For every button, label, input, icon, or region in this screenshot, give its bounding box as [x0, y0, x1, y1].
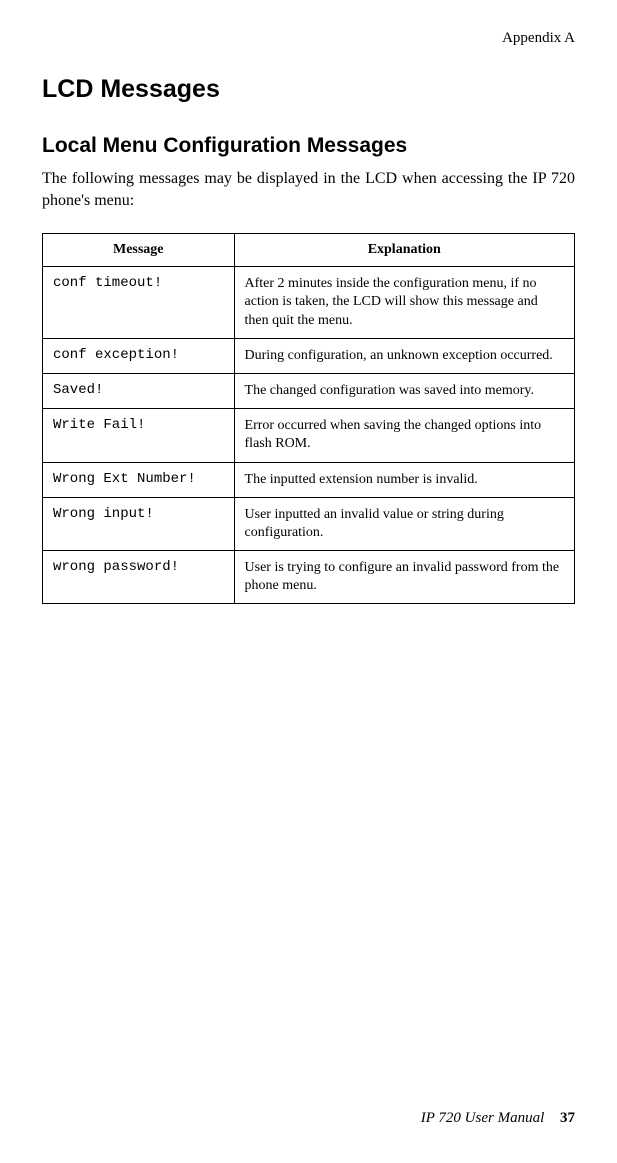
section-title-h2: Local Menu Configuration Messages [42, 134, 575, 158]
header-appendix: Appendix A [42, 30, 575, 47]
explanation-cell: User is trying to configure an invalid p… [234, 551, 574, 604]
message-cell: wrong password! [43, 551, 235, 604]
table-row: wrong password! User is trying to config… [43, 551, 575, 604]
message-cell: Saved! [43, 373, 235, 408]
footer-page-number: 37 [560, 1110, 575, 1126]
table-row: Saved! The changed configuration was sav… [43, 373, 575, 408]
messages-table: Message Explanation conf timeout! After … [42, 233, 575, 604]
explanation-cell: During configuration, an unknown excepti… [234, 338, 574, 373]
col-header-explanation: Explanation [234, 234, 574, 267]
col-header-message: Message [43, 234, 235, 267]
intro-paragraph: The following messages may be displayed … [42, 168, 575, 211]
explanation-cell: After 2 minutes inside the configuration… [234, 267, 574, 339]
explanation-cell: User inputted an invalid value or string… [234, 497, 574, 550]
message-cell: Wrong Ext Number! [43, 462, 235, 497]
message-cell: Wrong input! [43, 497, 235, 550]
footer-manual-title: IP 720 User Manual [421, 1110, 544, 1126]
explanation-cell: Error occurred when saving the changed o… [234, 409, 574, 462]
table-row: Write Fail! Error occurred when saving t… [43, 409, 575, 462]
message-cell: Write Fail! [43, 409, 235, 462]
explanation-cell: The inputted extension number is invalid… [234, 462, 574, 497]
table-row: conf timeout! After 2 minutes inside the… [43, 267, 575, 339]
page-footer: IP 720 User Manual 37 [421, 1110, 575, 1127]
table-row: Wrong Ext Number! The inputted extension… [43, 462, 575, 497]
table-header-row: Message Explanation [43, 234, 575, 267]
message-cell: conf timeout! [43, 267, 235, 339]
page-title-h1: LCD Messages [42, 75, 575, 104]
table-row: Wrong input! User inputted an invalid va… [43, 497, 575, 550]
explanation-cell: The changed configuration was saved into… [234, 373, 574, 408]
message-cell: conf exception! [43, 338, 235, 373]
table-row: conf exception! During configuration, an… [43, 338, 575, 373]
page-container: Appendix A LCD Messages Local Menu Confi… [0, 0, 617, 1163]
